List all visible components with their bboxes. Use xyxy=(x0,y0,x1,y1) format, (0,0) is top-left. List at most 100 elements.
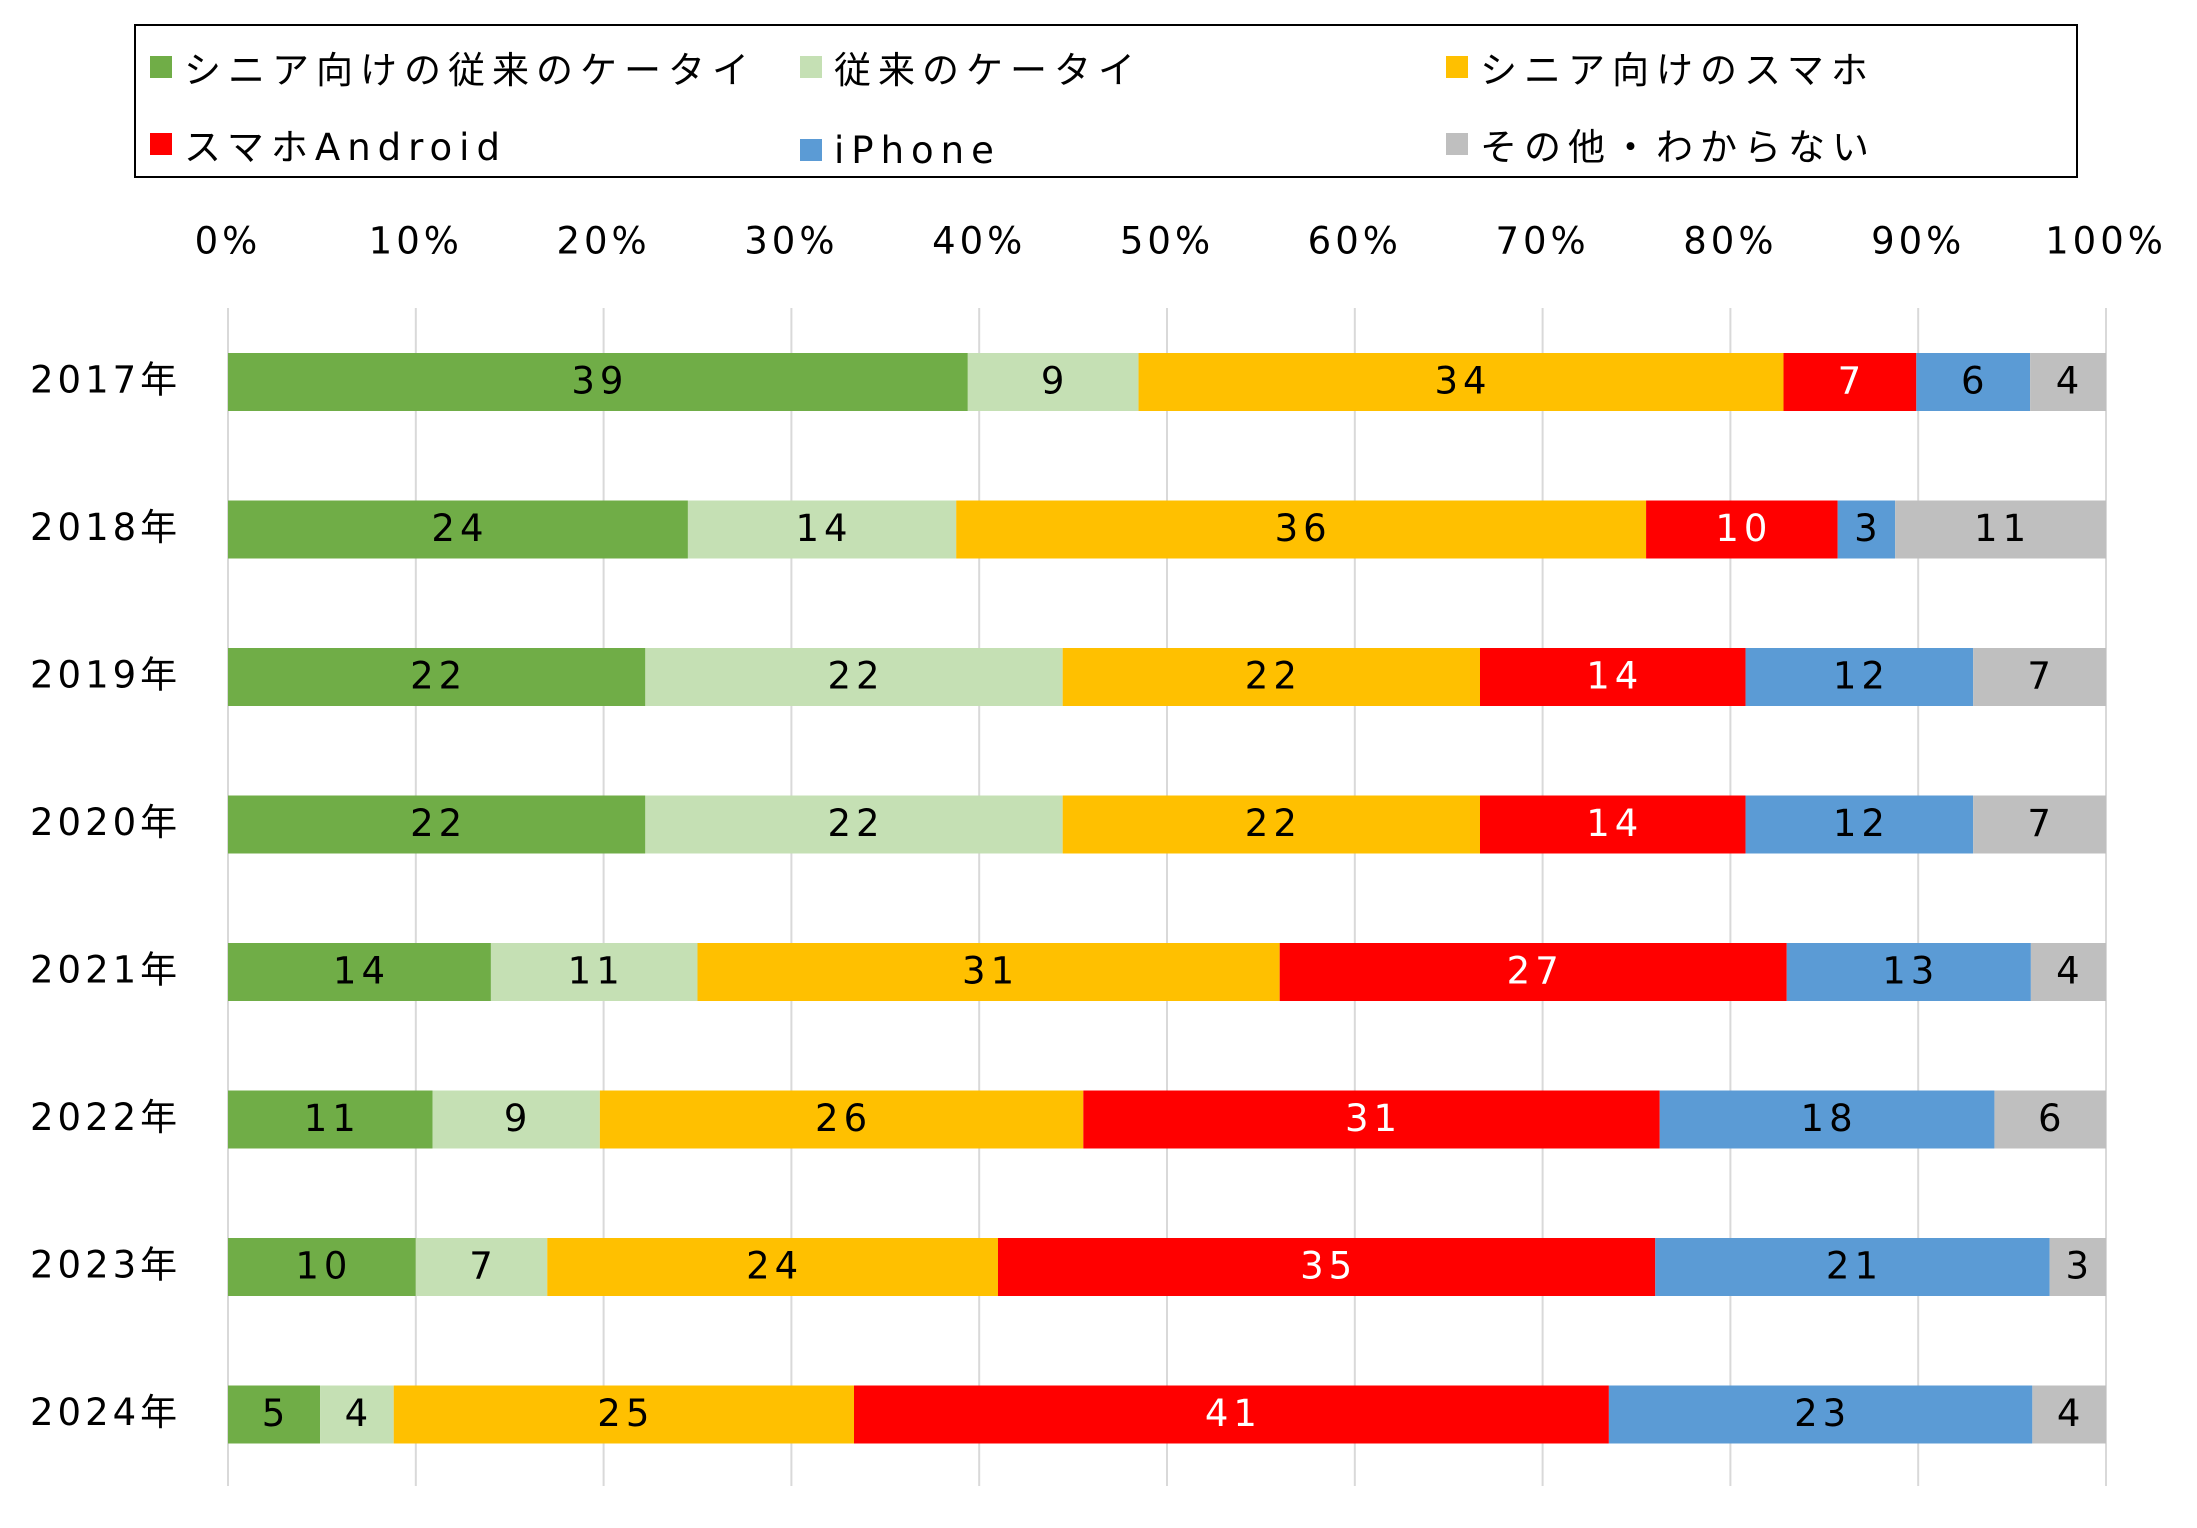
bar-segment xyxy=(1745,648,1974,706)
legend-item-senior-feature-phone: シニア向けの従来のケータイ xyxy=(150,43,756,92)
data-label: 21 xyxy=(1826,1245,1883,1288)
category-label: 2017年 xyxy=(30,359,181,402)
bar-segment xyxy=(320,1385,394,1444)
bar-segment xyxy=(687,500,957,559)
bar-segment xyxy=(645,795,1063,854)
bar-segment xyxy=(1138,353,1784,411)
data-label: 23 xyxy=(1794,1392,1851,1435)
x-tick-label: 50% xyxy=(1120,220,1214,263)
data-label: 36 xyxy=(1275,507,1332,550)
bar-segment xyxy=(1916,353,2031,411)
bar-segment xyxy=(228,795,646,854)
x-tick-label: 70% xyxy=(1495,220,1589,263)
data-label: 31 xyxy=(1345,1097,1402,1140)
bar-segment xyxy=(1655,1238,2050,1296)
bar-segment xyxy=(228,648,646,706)
bar-segment xyxy=(1973,648,2106,706)
legend-item-android: スマホAndroid xyxy=(150,120,507,169)
data-label: 3 xyxy=(2066,1245,2095,1288)
bar-segment xyxy=(228,353,968,411)
bar-segment xyxy=(956,500,1647,559)
bar-segment xyxy=(2032,1385,2106,1444)
data-label: 10 xyxy=(295,1245,352,1288)
data-label: 41 xyxy=(1205,1392,1262,1435)
bar-segment xyxy=(1480,795,1746,854)
data-label: 14 xyxy=(1586,802,1643,845)
bar-segment xyxy=(645,648,1063,706)
data-label: 3 xyxy=(1854,507,1883,550)
bar-segment xyxy=(1786,943,2031,1001)
bar-segment xyxy=(1480,648,1746,706)
data-label: 13 xyxy=(1882,950,1939,993)
legend-item-other: その他・わからない xyxy=(1446,120,1876,169)
bar-segment xyxy=(1279,943,1787,1001)
bar-segment xyxy=(432,1090,600,1149)
bar-segment xyxy=(697,943,1280,1001)
data-label: 24 xyxy=(431,507,488,550)
data-label: 7 xyxy=(2027,655,2056,698)
data-label: 9 xyxy=(504,1097,533,1140)
data-label: 22 xyxy=(827,802,884,845)
x-tick-label: 60% xyxy=(1308,220,1402,263)
category-label: 2018年 xyxy=(30,506,181,549)
data-label: 18 xyxy=(1801,1097,1858,1140)
data-label: 12 xyxy=(1833,655,1890,698)
x-tick-label: 10% xyxy=(369,220,463,263)
data-label: 4 xyxy=(2057,1392,2086,1435)
data-label: 6 xyxy=(2038,1097,2067,1140)
bar-segment xyxy=(2030,943,2106,1001)
data-label: 22 xyxy=(410,655,467,698)
bar-segment xyxy=(1837,500,1896,559)
bar-segment xyxy=(393,1385,854,1444)
data-label: 14 xyxy=(333,950,390,993)
bar-segment xyxy=(854,1385,1609,1444)
legend-item-feature-phone: 従来のケータイ xyxy=(800,43,1142,92)
bar-segment xyxy=(997,1238,1656,1296)
bar-segment xyxy=(228,1385,321,1444)
bar-segment xyxy=(1062,795,1480,854)
data-label: 22 xyxy=(1245,802,1302,845)
data-label: 4 xyxy=(345,1392,374,1435)
data-label: 11 xyxy=(568,950,625,993)
legend-item-senior-smartphone: シニア向けのスマホ xyxy=(1446,43,1875,92)
category-label: 2023年 xyxy=(30,1244,181,1287)
bar-segment xyxy=(1608,1385,2033,1444)
category-label: 2024年 xyxy=(30,1391,181,1434)
legend-swatch xyxy=(150,133,172,155)
legend-swatch xyxy=(1446,56,1468,78)
bar-segment xyxy=(2049,1238,2106,1296)
data-label: 24 xyxy=(746,1245,803,1288)
bar-segment xyxy=(2030,353,2106,411)
bar-segment xyxy=(415,1238,548,1296)
bar-segment xyxy=(1745,795,1974,854)
bar-segment xyxy=(228,1090,433,1149)
data-label: 11 xyxy=(1974,507,2031,550)
x-tick-label: 30% xyxy=(744,220,838,263)
data-label: 7 xyxy=(469,1245,498,1288)
bar-segment xyxy=(228,1238,416,1296)
data-label: 22 xyxy=(410,802,467,845)
legend-swatch xyxy=(1446,133,1468,155)
legend-label: その他・わからない xyxy=(1480,126,1876,169)
data-label: 22 xyxy=(1245,655,1302,698)
legend-label: シニア向けのスマホ xyxy=(1480,49,1875,92)
legend-swatch xyxy=(800,56,822,78)
data-label: 10 xyxy=(1715,507,1772,550)
data-label: 34 xyxy=(1434,360,1491,403)
legend-label: シニア向けの従来のケータイ xyxy=(184,49,756,92)
data-label: 25 xyxy=(597,1392,654,1435)
bar-segment xyxy=(599,1090,1084,1149)
x-tick-label: 100% xyxy=(2045,220,2167,263)
legend: シニア向けの従来のケータイ 従来のケータイ シニア向けのスマホ スマホAndro… xyxy=(134,24,2078,178)
legend-swatch xyxy=(800,139,822,161)
x-tick-label: 20% xyxy=(556,220,650,263)
bar-segment xyxy=(1783,353,1917,411)
data-label: 7 xyxy=(1838,360,1867,403)
bar-segment xyxy=(490,943,698,1001)
bar-segment xyxy=(1083,1090,1660,1149)
data-label: 5 xyxy=(262,1392,291,1435)
data-label: 11 xyxy=(304,1097,361,1140)
x-tick-label: 0% xyxy=(195,220,262,263)
legend-label: スマホAndroid xyxy=(184,126,507,169)
